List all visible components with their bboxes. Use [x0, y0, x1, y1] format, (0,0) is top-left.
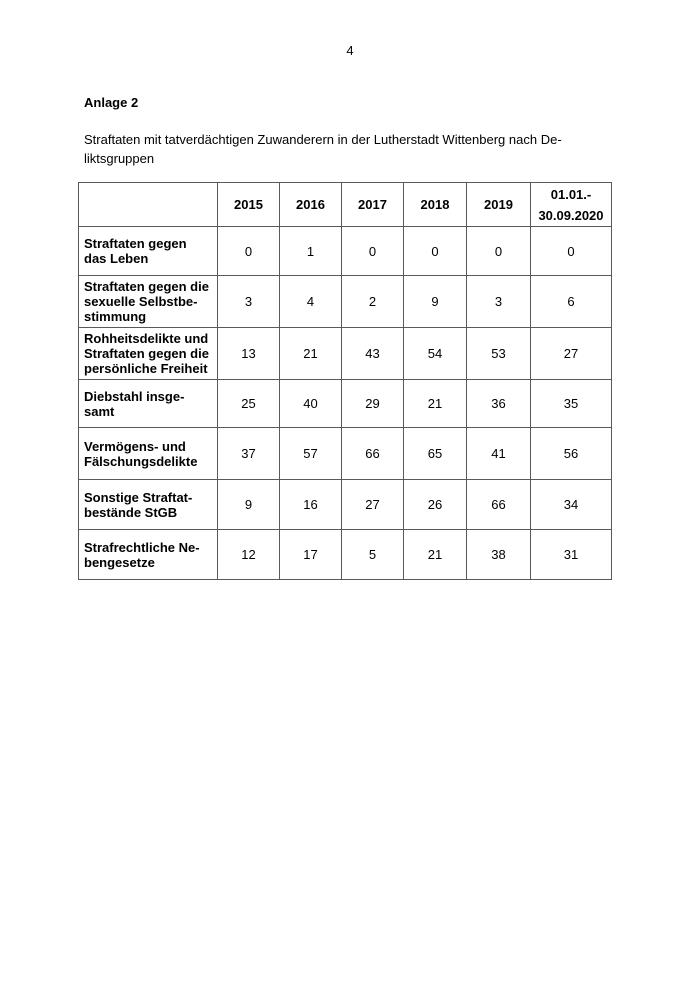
row-label: Vermögens- und Fälschungsdelikte: [78, 427, 218, 480]
value-cell: 5: [341, 529, 404, 580]
value-cell: 21: [279, 327, 342, 380]
value-cell: 38: [466, 529, 531, 580]
value-cell: 65: [403, 427, 467, 480]
value-cell: 9: [217, 479, 280, 530]
value-cell: 53: [466, 327, 531, 380]
year-header-2015: 2015: [217, 182, 280, 227]
table-row: Sonstige Straftat- bestände StGB 9 16 27…: [78, 479, 612, 530]
row-label: Rohheitsdelikte und Straftaten gegen die…: [78, 327, 218, 380]
value-cell: 40: [279, 379, 342, 428]
value-cell: 0: [341, 226, 404, 276]
value-cell: 21: [403, 379, 467, 428]
value-cell: 25: [217, 379, 280, 428]
crime-statistics-table: 2015 2016 2017 2018 2019 01.01.- 30.09.2…: [78, 182, 612, 580]
row-label: Straftaten gegen die sexuelle Selbstbe- …: [78, 275, 218, 328]
value-cell: 29: [341, 379, 404, 428]
table-row: Strafrechtliche Ne- bengesetze 12 17 5 2…: [78, 529, 612, 580]
value-cell: 34: [530, 479, 612, 530]
value-cell: 57: [279, 427, 342, 480]
value-cell: 6: [530, 275, 612, 328]
value-cell: 26: [403, 479, 467, 530]
value-cell: 36: [466, 379, 531, 428]
value-cell: 1: [279, 226, 342, 276]
table-row: Rohheitsdelikte und Straftaten gegen die…: [78, 327, 612, 380]
value-cell: 56: [530, 427, 612, 480]
table-header-row: 2015 2016 2017 2018 2019 01.01.- 30.09.2…: [78, 182, 612, 227]
page-number: 4: [346, 43, 354, 58]
year-header-2019: 2019: [466, 182, 531, 227]
value-cell: 3: [466, 275, 531, 328]
table-row: Straftaten gegen das Leben 0 1 0 0 0 0: [78, 226, 612, 276]
value-cell: 13: [217, 327, 280, 380]
row-label: Strafrechtliche Ne- bengesetze: [78, 529, 218, 580]
value-cell: 0: [217, 226, 280, 276]
value-cell: 41: [466, 427, 531, 480]
row-label: Straftaten gegen das Leben: [78, 226, 218, 276]
value-cell: 37: [217, 427, 280, 480]
year-header-2017: 2017: [341, 182, 404, 227]
value-cell: 66: [341, 427, 404, 480]
value-cell: 21: [403, 529, 467, 580]
value-cell: 0: [530, 226, 612, 276]
value-cell: 54: [403, 327, 467, 380]
value-cell: 9: [403, 275, 467, 328]
value-cell: 35: [530, 379, 612, 428]
value-cell: 43: [341, 327, 404, 380]
period-header-2020: 01.01.- 30.09.2020: [530, 182, 612, 227]
value-cell: 2: [341, 275, 404, 328]
year-header-2016: 2016: [279, 182, 342, 227]
value-cell: 3: [217, 275, 280, 328]
value-cell: 4: [279, 275, 342, 328]
value-cell: 66: [466, 479, 531, 530]
table-row: Straftaten gegen die sexuelle Selbstbe- …: [78, 275, 612, 328]
value-cell: 12: [217, 529, 280, 580]
year-header-2018: 2018: [403, 182, 467, 227]
table-row: Diebstahl insge- samt 25 40 29 21 36 35: [78, 379, 612, 428]
value-cell: 27: [530, 327, 612, 380]
row-label: Sonstige Straftat- bestände StGB: [78, 479, 218, 530]
value-cell: 17: [279, 529, 342, 580]
heading-anlage-2: Anlage 2: [84, 95, 139, 110]
row-label: Diebstahl insge- samt: [78, 379, 218, 428]
value-cell: 0: [403, 226, 467, 276]
value-cell: 27: [341, 479, 404, 530]
value-cell: 0: [466, 226, 531, 276]
table-row: Vermögens- und Fälschungsdelikte 37 57 6…: [78, 427, 612, 480]
intro-paragraph: Straftaten mit tatverdächtigen Zuwandere…: [84, 132, 562, 166]
empty-corner-cell: [78, 182, 218, 227]
value-cell: 31: [530, 529, 612, 580]
value-cell: 16: [279, 479, 342, 530]
